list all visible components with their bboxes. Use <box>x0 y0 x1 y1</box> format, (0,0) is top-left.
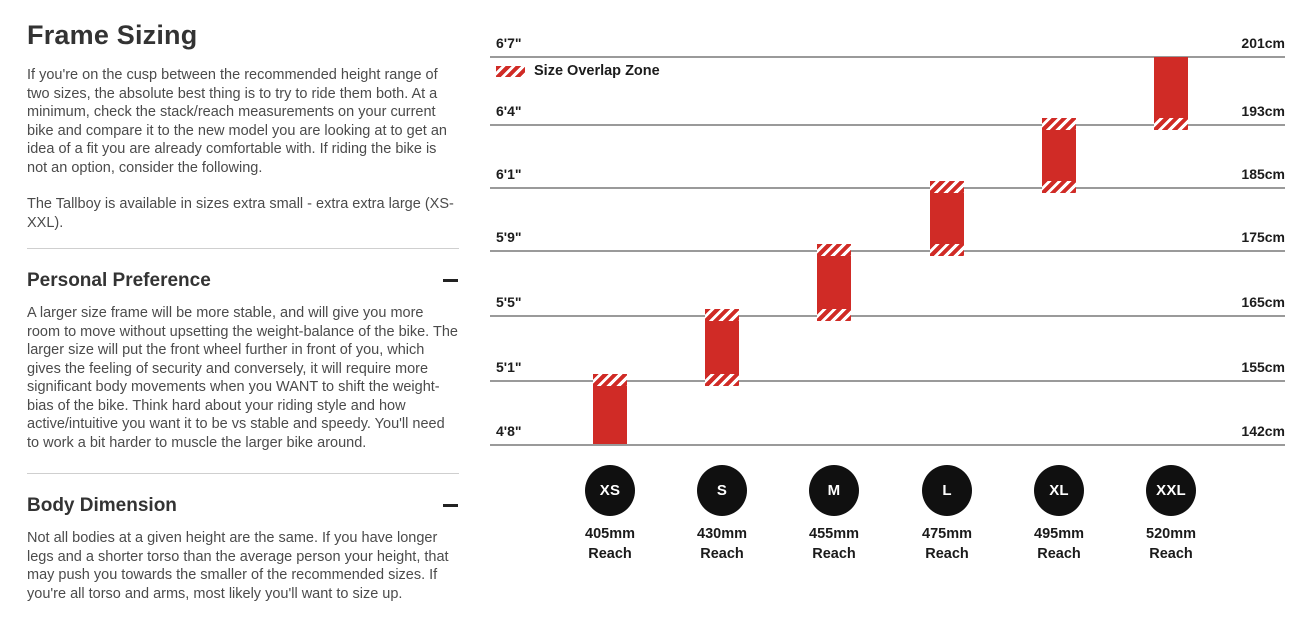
overlap-zone-hatch <box>593 374 627 386</box>
reach-value: 495mm <box>1034 526 1084 542</box>
height-label-metric: 193cm <box>1241 103 1285 119</box>
size-bar-xxl <box>1154 57 1188 130</box>
height-label-imperial: 6'7" <box>496 35 522 51</box>
intro-paragraph: If you're on the cusp between the recomm… <box>27 67 447 176</box>
size-badge-m: M <box>809 465 859 516</box>
minus-icon <box>443 504 458 507</box>
reach-label-l: 475mm Reach <box>902 524 992 564</box>
size-range-solid <box>593 386 627 444</box>
legend-label: Size Overlap Zone <box>534 63 660 79</box>
collapse-toggle-body-dimension[interactable] <box>442 498 459 513</box>
reach-value: 455mm <box>809 526 859 542</box>
size-badge-xs: XS <box>585 465 635 516</box>
size-badge-l: L <box>922 465 972 516</box>
reach-value: 520mm <box>1146 526 1196 542</box>
size-chart: 6'7" 201cm 6'4" 193cm 6'1" 185cm 5'9" 17… <box>488 0 1295 589</box>
reach-caption: Reach <box>812 546 856 562</box>
overlap-zone-hatch <box>1154 118 1188 130</box>
size-badge-label: M <box>827 482 841 499</box>
section-header-body-dimension[interactable]: Body Dimension <box>27 494 459 517</box>
gridline <box>490 315 1285 317</box>
section-divider <box>27 248 459 249</box>
overlap-zone-hatch <box>817 309 851 321</box>
height-label-metric: 165cm <box>1241 294 1285 310</box>
size-badge-label: XL <box>1049 482 1069 499</box>
overlap-zone-hatch <box>1042 118 1076 130</box>
reach-caption: Reach <box>1037 546 1081 562</box>
reach-value: 475mm <box>922 526 972 542</box>
reach-label-s: 430mm Reach <box>677 524 767 564</box>
reach-caption: Reach <box>1149 546 1193 562</box>
overlap-zone-hatch <box>930 181 964 193</box>
overlap-zone-hatch <box>930 244 964 256</box>
reach-label-xxl: 520mm Reach <box>1126 524 1216 564</box>
reach-label-xs: 405mm Reach <box>565 524 655 564</box>
size-range-solid <box>1042 130 1076 181</box>
size-range-solid <box>930 193 964 244</box>
section-divider <box>27 473 459 474</box>
size-badge-s: S <box>697 465 747 516</box>
reach-value: 405mm <box>585 526 635 542</box>
reach-label-m: 455mm Reach <box>789 524 879 564</box>
chart-legend: Size Overlap Zone <box>496 63 660 79</box>
size-badge-xl: XL <box>1034 465 1084 516</box>
size-badge-xxl: XXL <box>1146 465 1196 516</box>
height-label-imperial: 5'5" <box>496 294 522 310</box>
frame-sizing-panel: Frame Sizing If you're on the cusp betwe… <box>27 12 459 624</box>
height-label-imperial: 6'4" <box>496 103 522 119</box>
size-badge-label: L <box>942 482 952 499</box>
reach-caption: Reach <box>700 546 744 562</box>
overlap-zone-hatch <box>705 309 739 321</box>
gridline <box>490 380 1285 382</box>
gridline <box>490 444 1285 446</box>
gridline <box>490 124 1285 126</box>
size-badge-label: S <box>716 482 728 499</box>
size-range-solid <box>817 256 851 309</box>
section-heading-body-dimension: Body Dimension <box>27 495 177 516</box>
reach-value: 430mm <box>697 526 747 542</box>
overlap-zone-swatch-icon <box>496 65 525 77</box>
collapse-toggle-personal-preference[interactable] <box>442 273 459 288</box>
size-badge-label: XS <box>599 482 621 499</box>
size-bar-xs <box>593 374 627 444</box>
size-bar-m <box>817 244 851 321</box>
height-label-imperial: 6'1" <box>496 166 522 182</box>
overlap-zone-hatch <box>817 244 851 256</box>
height-label-metric: 142cm <box>1241 423 1285 439</box>
minus-icon <box>443 279 458 282</box>
overlap-zone-hatch <box>705 374 739 386</box>
gridline <box>490 250 1285 252</box>
overlap-zone-hatch <box>1042 181 1076 193</box>
gridline <box>490 187 1285 189</box>
page-title: Frame Sizing <box>27 20 198 50</box>
height-label-imperial: 5'9" <box>496 229 522 245</box>
size-badge-label: XXL <box>1156 482 1186 499</box>
size-bar-l <box>930 181 964 256</box>
height-label-imperial: 5'1" <box>496 359 522 375</box>
size-bar-xl <box>1042 118 1076 193</box>
section-heading-personal-preference: Personal Preference <box>27 270 211 291</box>
reach-caption: Reach <box>925 546 969 562</box>
reach-caption: Reach <box>588 546 632 562</box>
height-label-metric: 201cm <box>1241 35 1285 51</box>
height-label-metric: 155cm <box>1241 359 1285 375</box>
height-label-imperial: 4'8" <box>496 423 522 439</box>
size-range-solid <box>705 321 739 374</box>
section-body-personal-preference: A larger size frame will be more stable,… <box>27 305 458 451</box>
height-label-metric: 175cm <box>1241 229 1285 245</box>
section-body-body-dimension: Not all bodies at a given height are the… <box>27 530 449 602</box>
section-header-personal-preference[interactable]: Personal Preference <box>27 269 459 292</box>
size-range-solid <box>1154 57 1188 118</box>
availability-paragraph: The Tallboy is available in sizes extra … <box>27 196 454 231</box>
height-label-metric: 185cm <box>1241 166 1285 182</box>
size-bar-s <box>705 309 739 386</box>
reach-label-xl: 495mm Reach <box>1014 524 1104 564</box>
gridline <box>490 56 1285 58</box>
